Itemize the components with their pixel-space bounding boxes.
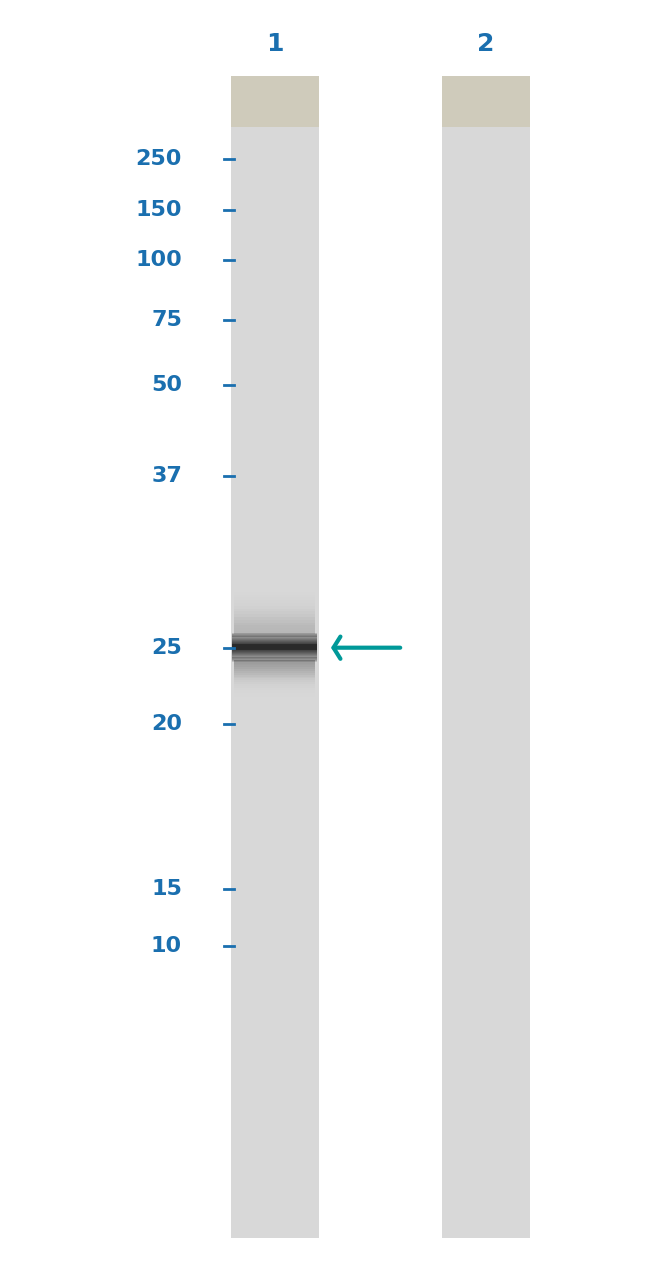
Bar: [234, 663, 315, 665]
Bar: [234, 690, 315, 691]
Bar: [232, 634, 317, 635]
Bar: [232, 649, 317, 650]
Bar: [232, 652, 317, 653]
Bar: [232, 644, 317, 646]
Bar: [234, 625, 315, 629]
Bar: [232, 638, 317, 639]
Text: 150: 150: [135, 199, 182, 220]
Text: 1: 1: [266, 33, 283, 56]
Text: 25: 25: [151, 638, 182, 658]
Bar: [232, 659, 317, 660]
Text: 50: 50: [151, 375, 182, 395]
Bar: [232, 635, 317, 636]
Text: 250: 250: [136, 149, 182, 169]
Bar: [234, 673, 315, 674]
Bar: [231, 76, 318, 127]
Bar: [234, 681, 315, 682]
Bar: [234, 688, 315, 690]
Bar: [234, 611, 315, 615]
Text: 75: 75: [151, 310, 182, 330]
Bar: [232, 655, 317, 657]
Bar: [234, 617, 315, 620]
Bar: [234, 594, 315, 597]
Bar: [232, 641, 317, 643]
Bar: [234, 608, 315, 611]
Bar: [234, 592, 315, 594]
Bar: [234, 606, 315, 608]
Bar: [232, 657, 317, 658]
Bar: [234, 678, 315, 681]
Bar: [232, 652, 317, 653]
Bar: [234, 620, 315, 622]
Bar: [234, 629, 315, 631]
Bar: [234, 601, 315, 603]
Bar: [232, 653, 317, 654]
Bar: [234, 685, 315, 686]
Bar: [231, 76, 318, 1238]
Bar: [234, 615, 315, 617]
Bar: [234, 686, 315, 688]
Bar: [232, 660, 317, 662]
Bar: [232, 658, 317, 660]
Bar: [232, 650, 317, 652]
Bar: [234, 674, 315, 677]
Bar: [232, 646, 317, 648]
Bar: [234, 677, 315, 678]
Bar: [234, 662, 315, 663]
Bar: [442, 76, 530, 1238]
Bar: [232, 648, 317, 649]
Bar: [232, 655, 317, 657]
Text: 15: 15: [151, 879, 182, 899]
Bar: [234, 671, 315, 673]
Bar: [232, 638, 317, 639]
Bar: [234, 691, 315, 693]
Bar: [234, 622, 315, 625]
Bar: [234, 597, 315, 601]
Text: 100: 100: [135, 250, 182, 271]
Bar: [442, 76, 530, 127]
Bar: [234, 603, 315, 606]
Bar: [234, 660, 315, 662]
Bar: [232, 636, 317, 638]
Bar: [232, 640, 317, 641]
Bar: [232, 641, 317, 643]
Text: 37: 37: [151, 466, 182, 486]
Text: 2: 2: [477, 33, 495, 56]
Bar: [232, 634, 317, 635]
Text: 20: 20: [151, 714, 182, 734]
Bar: [232, 643, 317, 644]
Bar: [232, 645, 317, 646]
Bar: [234, 669, 315, 671]
Bar: [232, 654, 317, 655]
Bar: [232, 644, 317, 645]
Bar: [232, 658, 317, 659]
Bar: [234, 631, 315, 634]
Bar: [232, 648, 317, 649]
Bar: [232, 639, 317, 640]
Bar: [234, 665, 315, 667]
Bar: [234, 682, 315, 685]
Bar: [234, 667, 315, 669]
Text: 10: 10: [151, 936, 182, 956]
Bar: [234, 693, 315, 695]
Bar: [234, 695, 315, 697]
